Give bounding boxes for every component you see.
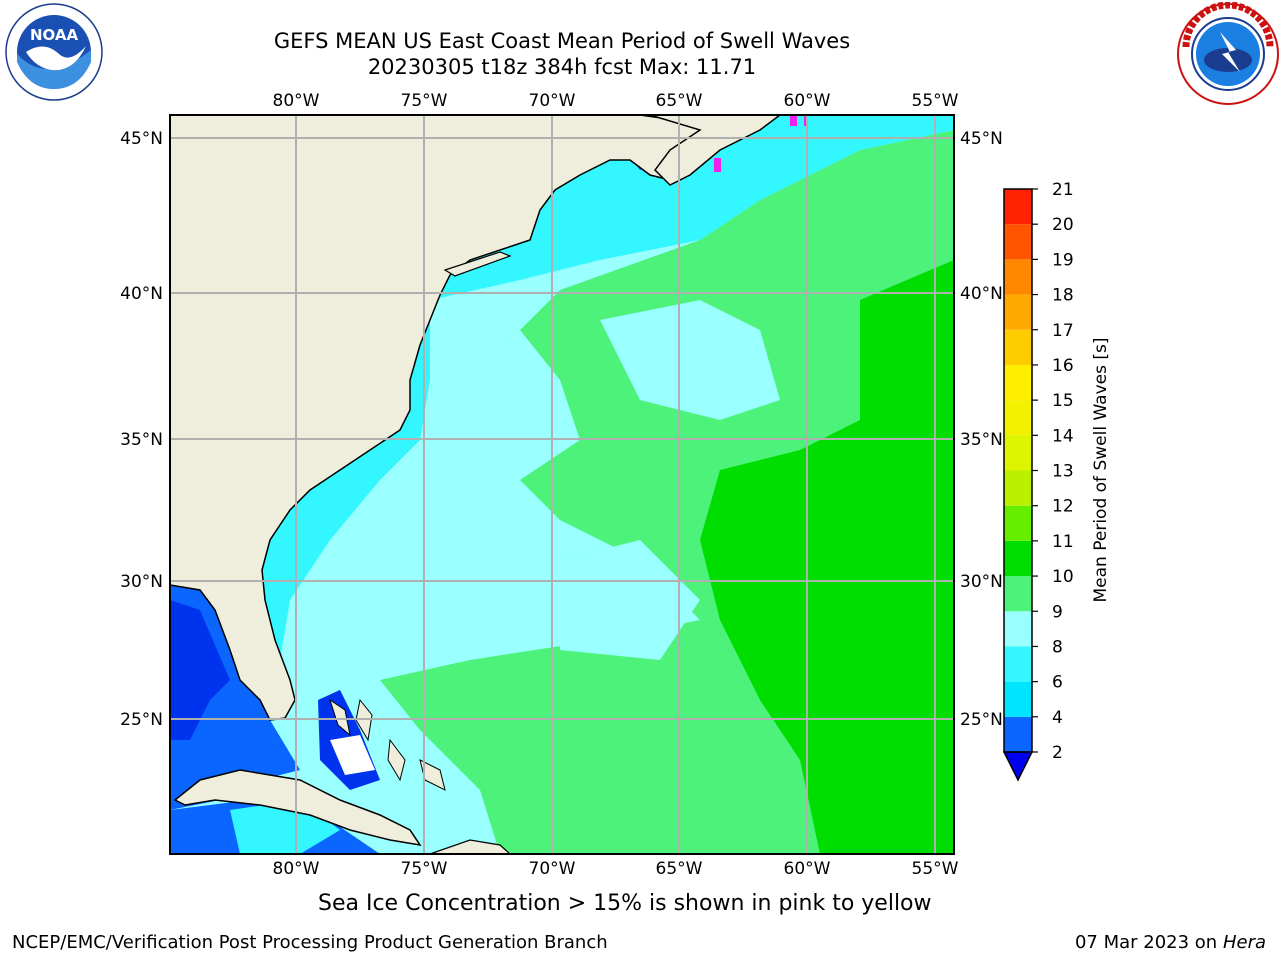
colorbar-tick-label: 8: [1052, 637, 1063, 657]
credit-text: NCEP/EMC/Verification Post Processing Pr…: [12, 932, 608, 953]
colorbar-swatch: [1004, 224, 1032, 260]
lon-label-top: 70°W: [529, 91, 576, 111]
map-grid: [170, 115, 954, 854]
sea-ice-note: Sea Ice Concentration > 15% is shown in …: [318, 891, 932, 916]
chart-title: GEFS MEAN US East Coast Mean Period of S…: [273, 29, 851, 53]
lon-label-top: 75°W: [401, 91, 448, 111]
colorbar-tick-label: 16: [1052, 356, 1074, 376]
colorbar-tick-label: 9: [1052, 602, 1063, 622]
colorbar-label: Mean Period of Swell Waves [s]: [1091, 338, 1111, 603]
colorbar-tick-label: 4: [1052, 708, 1063, 728]
lon-label-top: 65°W: [656, 91, 703, 111]
sea-ice-mark: [714, 158, 721, 172]
lat-label-right: 35°N: [960, 430, 1003, 450]
lat-label-right: 25°N: [960, 710, 1003, 730]
colorbar-swatch: [1004, 329, 1032, 365]
colorbar-tick-label: 11: [1052, 532, 1074, 552]
lat-label-right: 40°N: [960, 284, 1003, 304]
lon-label-top: 80°W: [273, 91, 320, 111]
colorbar-extend-arrow: [1002, 751, 1034, 782]
lon-label-bottom: 65°W: [656, 859, 703, 879]
colorbar-tick-label: 6: [1052, 673, 1063, 693]
colorbar-tick-label: 12: [1052, 497, 1074, 517]
colorbar-swatch: [1004, 400, 1032, 436]
colorbar-swatch: [1004, 259, 1032, 295]
colorbar-swatch: [1004, 716, 1032, 752]
colorbar-tick-label: 10: [1052, 567, 1074, 587]
colorbar-swatch: [1004, 540, 1032, 577]
lon-label-bottom: 55°W: [912, 859, 959, 879]
lat-label-right: 45°N: [960, 129, 1003, 149]
colorbar-tick-label: 14: [1052, 426, 1074, 446]
lon-label-bottom: 70°W: [529, 859, 576, 879]
lon-label-bottom: 75°W: [401, 859, 448, 879]
map-frame: [169, 114, 955, 855]
us-east-coast-land: [170, 115, 742, 721]
colorbar-tick-label: 21: [1052, 180, 1074, 200]
lon-label-top: 55°W: [912, 91, 959, 111]
cuba-land: [173, 769, 422, 847]
colorbar-swatch: [1004, 189, 1032, 225]
run-host: Hera: [1222, 932, 1266, 953]
noaa-logo-icon: NOAA: [5, 3, 103, 101]
lat-label-left: 25°N: [120, 710, 163, 730]
swell-zone-10-11: [700, 260, 954, 854]
lat-label-left: 45°N: [120, 129, 163, 149]
colorbar-swatch: [1004, 294, 1032, 330]
national-weather-service-logo-icon: [1177, 2, 1279, 105]
colorbar-tick-label: 19: [1052, 250, 1074, 270]
colorbar-swatch: [1004, 435, 1032, 471]
noaa-logo-text: NOAA: [30, 26, 79, 44]
colorbar-frame: [1003, 188, 1033, 753]
lat-label-right: 30°N: [960, 572, 1003, 592]
colorbar-swatch: [1004, 470, 1032, 506]
colorbar-swatch: [1004, 576, 1032, 612]
lon-label-top: 60°W: [784, 91, 831, 111]
colorbar-swatch: [1004, 646, 1032, 682]
colorbar-tick-label: 13: [1052, 462, 1074, 482]
colorbar-tick-label: 18: [1052, 286, 1074, 306]
colorbar-swatch: [1004, 611, 1032, 647]
lat-label-left: 30°N: [120, 572, 163, 592]
chart-subtitle: 20230305 t18z 384h fcst Max: 11.71: [367, 55, 757, 79]
run-date: 07 Mar 2023 on: [1074, 932, 1218, 953]
lon-label-bottom: 80°W: [273, 859, 320, 879]
lat-label-left: 35°N: [120, 430, 163, 450]
colorbar-swatch: [1004, 364, 1032, 401]
colorbar-swatch: [1004, 681, 1032, 717]
colorbar-tick-label: 15: [1052, 391, 1074, 411]
colorbar-swatch: [1004, 505, 1032, 541]
colorbar-tick-label: 17: [1052, 321, 1074, 341]
colorbar-tick-label: 20: [1052, 215, 1074, 235]
colorbar-tick-label: 2: [1052, 743, 1063, 763]
run-date-text: 07 Mar 2023 on Hera: [1075, 932, 1266, 953]
lon-label-bottom: 60°W: [784, 859, 831, 879]
lat-label-left: 40°N: [120, 284, 163, 304]
